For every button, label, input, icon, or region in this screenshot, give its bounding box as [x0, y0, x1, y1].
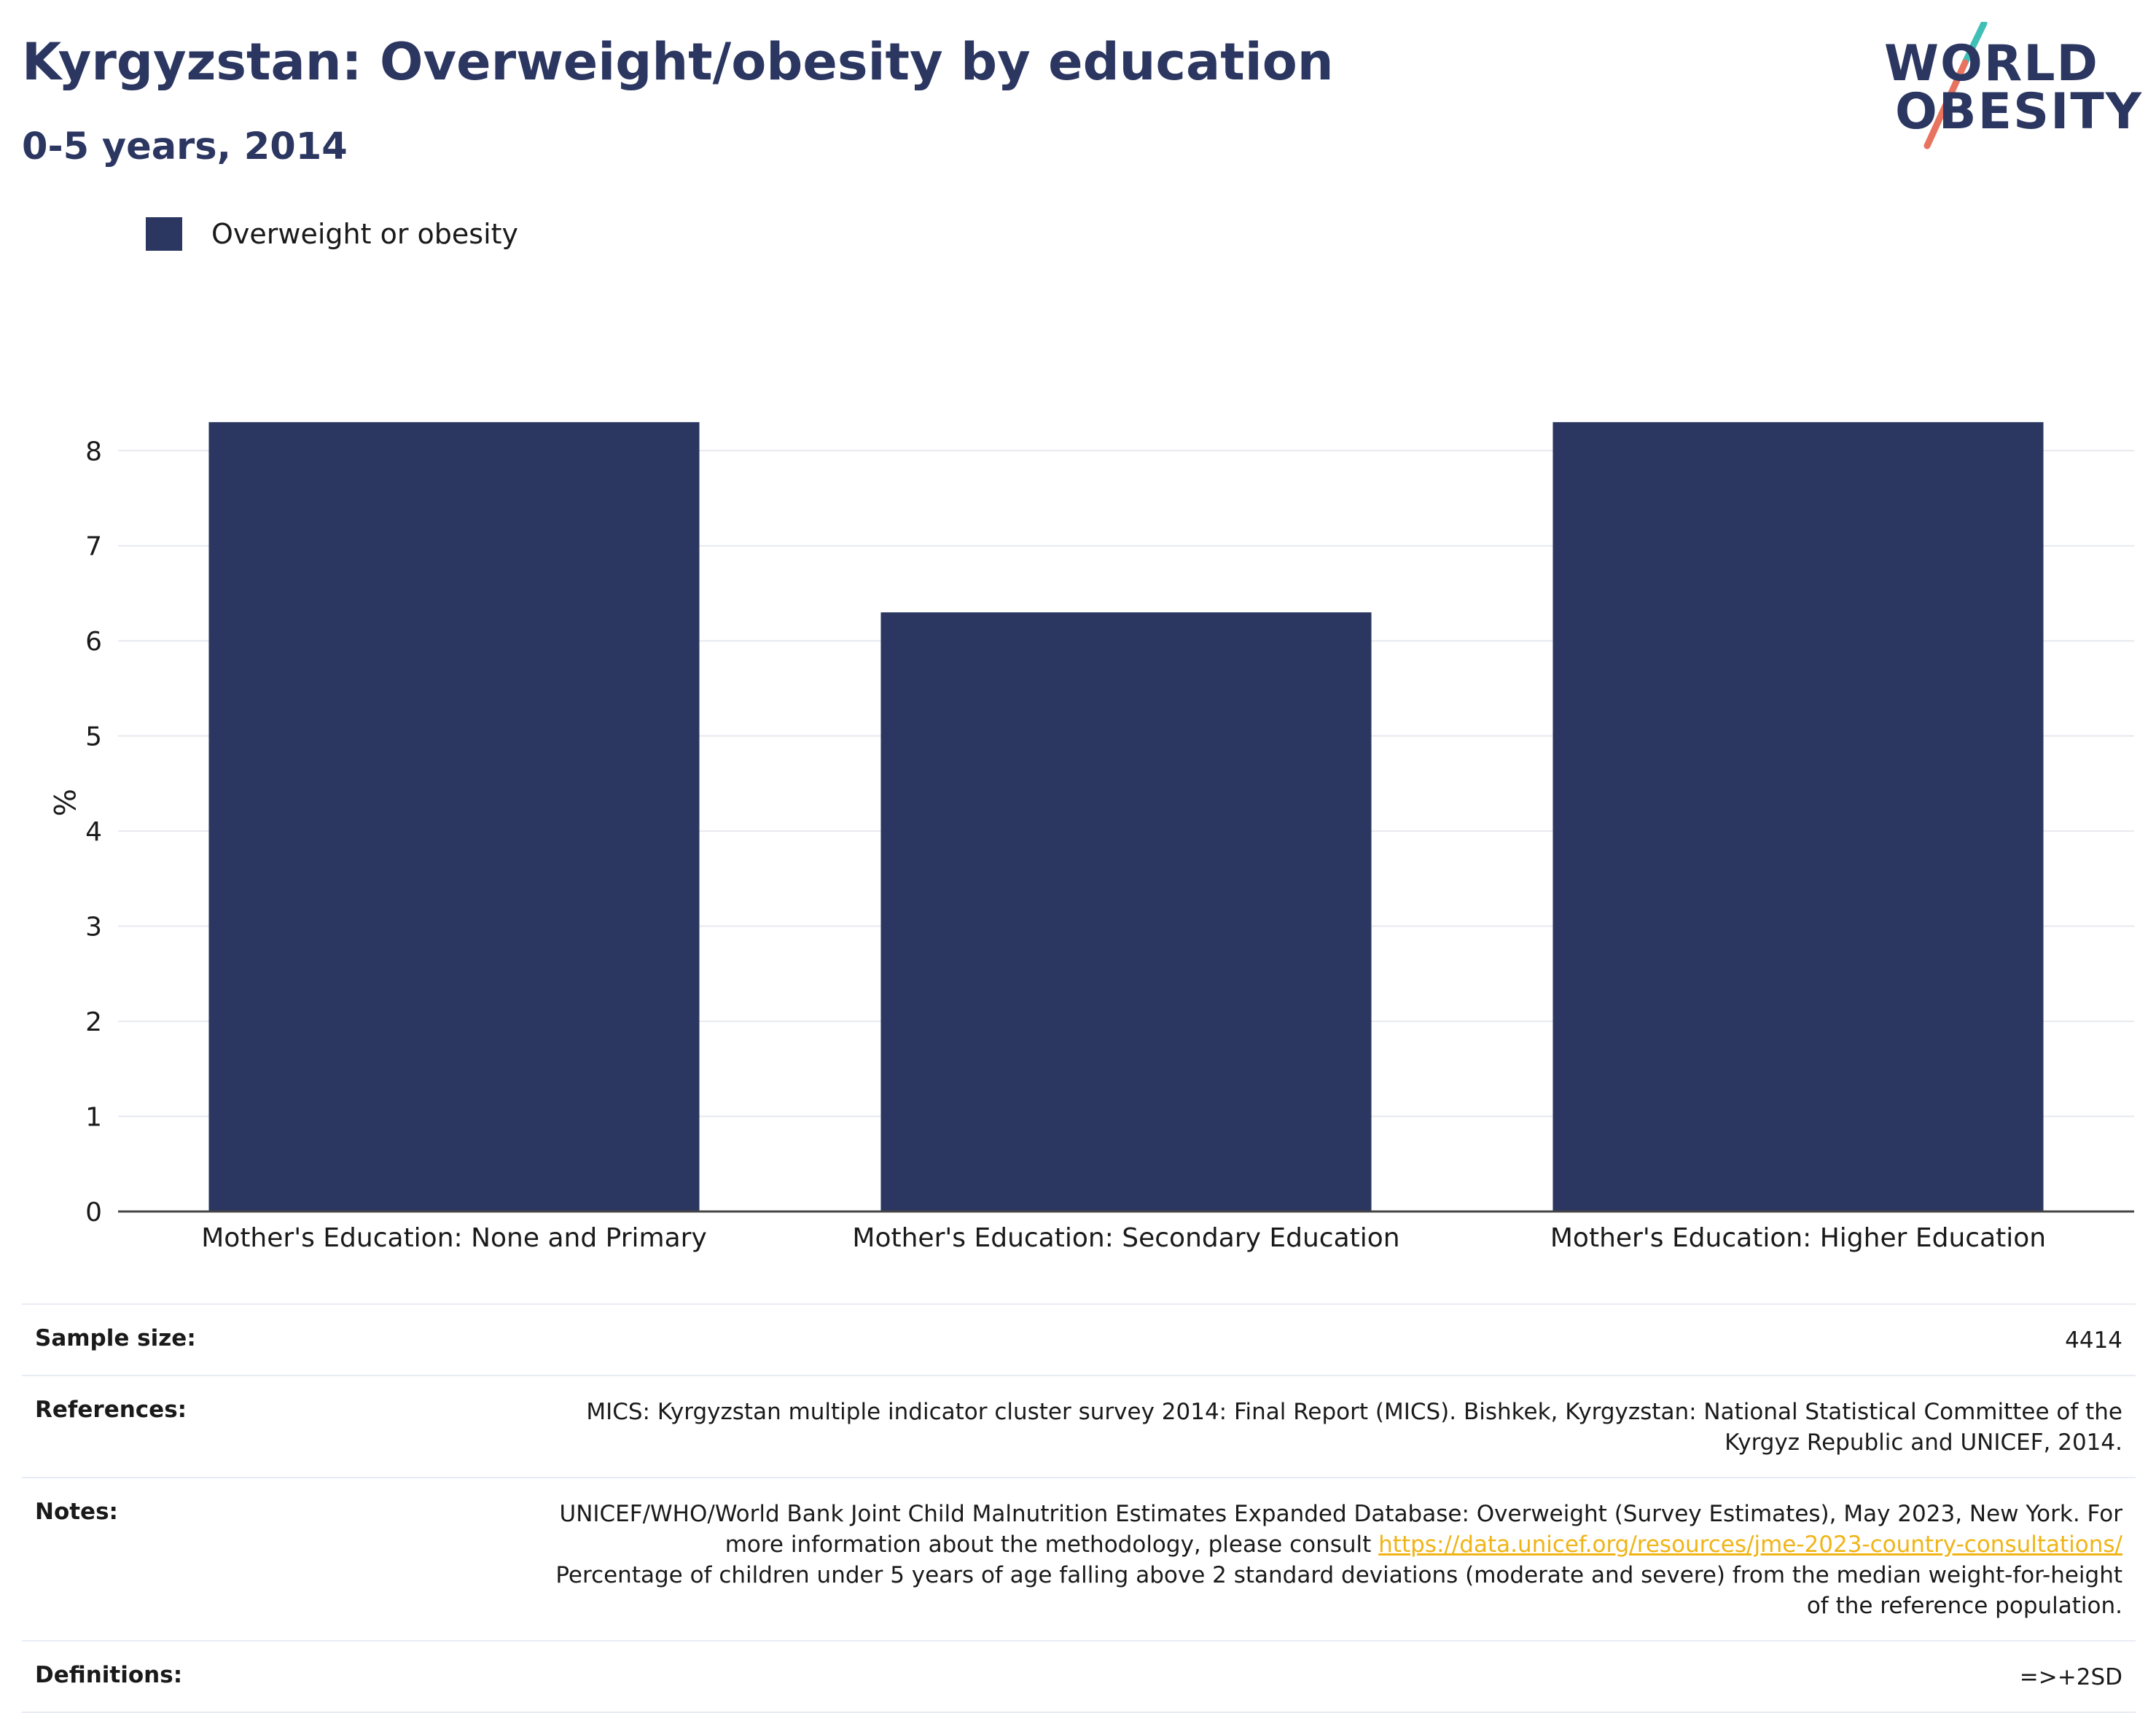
bar	[208, 422, 700, 1211]
y-tick-label: 7	[85, 532, 102, 562]
world-obesity-logo: WORLD OBESITY	[1884, 22, 2143, 153]
y-tick-label: 0	[85, 1198, 102, 1228]
sample-size-row: Sample size: 4414	[22, 1303, 2136, 1375]
legend-swatch	[146, 217, 182, 251]
definitions-value: =>+2SD	[2019, 1664, 2122, 1690]
logo-word-world: WORLD	[1884, 35, 2099, 93]
x-tick-label: Mother's Education: Secondary Education	[852, 1223, 1399, 1253]
bar	[1552, 422, 2044, 1211]
y-tick-label: 1	[85, 1103, 102, 1133]
references-value: MICS: Kyrgyzstan multiple indicator clus…	[586, 1399, 2122, 1456]
x-tick-label: Mother's Education: Higher Education	[1550, 1223, 2046, 1253]
bar-chart: 0 1 2 3 4 5 6 7 8% Mother's Education: None and P…	[47, 422, 2134, 1253]
notes-value: UNICEF/WHO/World Bank Joint Child Malnut…	[532, 1478, 2136, 1640]
references-row: References: MICS: Kyrgyzstan multiple in…	[22, 1375, 2136, 1477]
x-tick-label: Mother's Education: None and Primary	[201, 1223, 707, 1253]
y-tick-label: 4	[85, 817, 102, 847]
notes-text: UNICEF/WHO/World Bank Joint Child Malnut…	[559, 1501, 2123, 1558]
notes-row: Notes: UNICEF/WHO/World Bank Joint Child…	[22, 1477, 2136, 1640]
notes-definition-text: Percentage of children under 5 years of …	[555, 1562, 2122, 1619]
info-table: Sample size: 4414 References: MICS: Kyrg…	[22, 1303, 2136, 1713]
y-tick-label: 6	[85, 627, 102, 657]
notes-label: Notes:	[35, 1499, 118, 1525]
logo-slash-icon	[1923, 22, 1988, 149]
references-label: References:	[35, 1397, 187, 1423]
y-tick-label: 2	[85, 1007, 102, 1037]
y-tick-label: 8	[85, 437, 102, 467]
chart-subtitle: 0-5 years, 2014	[22, 125, 348, 168]
bar	[880, 612, 1372, 1211]
y-tick-label: 5	[85, 722, 102, 752]
chart-title: Kyrgyzstan: Overweight/obesity by educat…	[22, 32, 1334, 92]
legend-label: Overweight or obesity	[211, 218, 519, 250]
definitions-label: Definitions:	[35, 1662, 183, 1688]
y-tick-label: 3	[85, 913, 102, 943]
sample-size-value: 4414	[2065, 1327, 2122, 1354]
sample-size-label: Sample size:	[35, 1325, 196, 1351]
y-axis-title: %	[47, 789, 80, 816]
notes-link[interactable]: https://data.unicef.org/resources/jme-20…	[1378, 1531, 2122, 1558]
definitions-row: Definitions: =>+2SD	[22, 1640, 2136, 1713]
logo-word-obesity: OBESITY	[1895, 83, 2143, 141]
